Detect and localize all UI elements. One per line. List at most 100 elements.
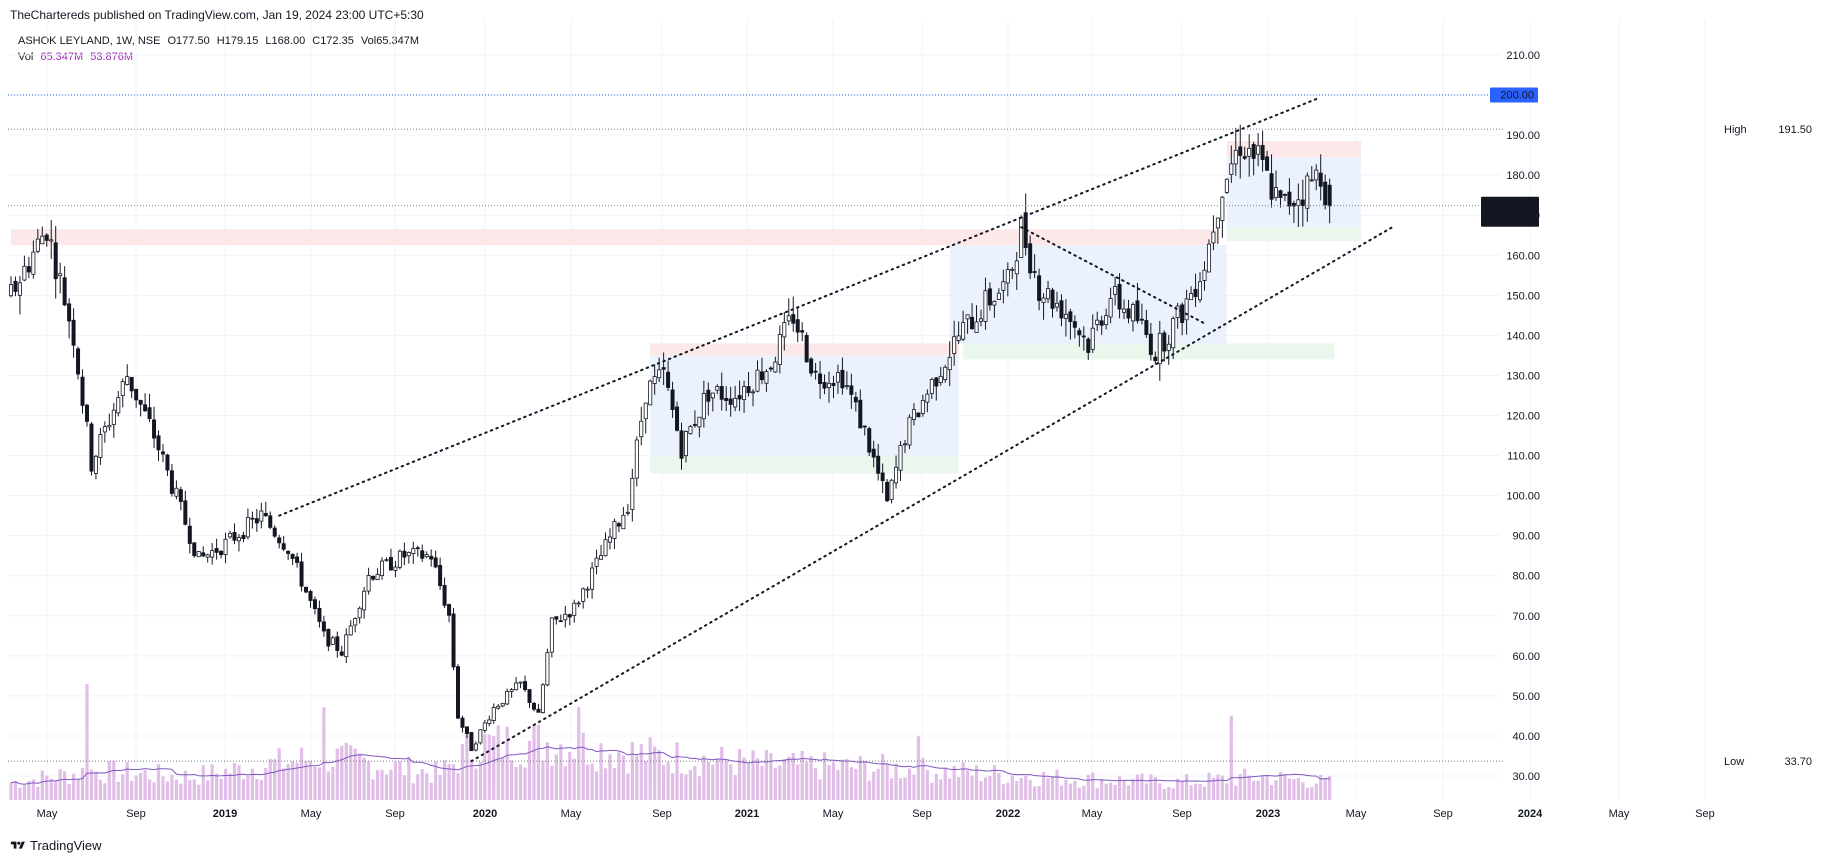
candle	[286, 550, 291, 560]
candle	[603, 532, 608, 557]
volume-bar	[1104, 783, 1108, 800]
candle-body	[965, 314, 970, 320]
candle	[786, 298, 791, 326]
volume-bar	[1234, 785, 1238, 800]
candle-body	[138, 399, 143, 405]
candle-body	[670, 389, 675, 410]
candle	[1126, 299, 1131, 324]
candle	[107, 413, 112, 431]
volume-bar	[684, 774, 688, 800]
candle-body	[563, 613, 568, 621]
candle	[992, 300, 997, 318]
price-tick-label: 210.00	[1506, 50, 1540, 62]
candle	[1224, 178, 1229, 194]
volume-bar	[317, 767, 322, 800]
candle-body	[1144, 320, 1149, 335]
volume-bar	[863, 761, 867, 800]
candle-body	[531, 702, 536, 710]
symbol-legend: ASHOK LEYLAND, 1W, NSE O177.50 H179.15 L…	[18, 35, 423, 47]
candle	[1189, 286, 1194, 301]
candle	[1300, 179, 1305, 227]
candle	[545, 648, 550, 687]
candle-body	[858, 399, 863, 429]
candle-body	[1278, 190, 1283, 198]
candle	[540, 683, 545, 714]
volume-bar	[237, 765, 241, 800]
candle	[1104, 308, 1109, 330]
candle-body	[357, 607, 362, 619]
candle	[599, 544, 604, 560]
candle-body	[1028, 243, 1033, 274]
volume-bar	[572, 758, 576, 800]
candle	[952, 320, 957, 366]
candle-body	[648, 380, 653, 406]
tradingview-brand[interactable]: TradingView	[10, 838, 102, 853]
volume-bar	[1287, 778, 1292, 800]
volume-bar	[174, 779, 178, 800]
candle	[558, 614, 563, 623]
candle	[1314, 164, 1319, 191]
candle	[223, 532, 228, 564]
time-tick-label: Sep	[652, 808, 672, 820]
price-tick-label: 140.00	[1506, 330, 1540, 342]
volume-bar	[451, 764, 456, 800]
candle	[688, 425, 693, 435]
candle-body	[344, 634, 349, 658]
candle-body	[621, 514, 626, 530]
time-tick-label: Sep	[385, 808, 405, 820]
candle-body	[1130, 304, 1135, 322]
volume-bar	[496, 725, 500, 800]
candle	[67, 298, 72, 339]
candle-body	[652, 376, 657, 384]
candle-body	[1099, 320, 1104, 326]
candle-body	[330, 637, 335, 645]
symbol-name[interactable]: ASHOK LEYLAND, 1W, NSE	[18, 35, 161, 47]
candle	[49, 220, 54, 259]
candle	[380, 557, 385, 580]
volume-bar	[889, 778, 894, 800]
candle-body	[210, 550, 215, 558]
volume-bar	[375, 770, 380, 800]
candle	[934, 376, 939, 401]
candle	[590, 562, 595, 599]
candle-body	[978, 318, 983, 322]
candle-body	[411, 548, 416, 554]
volume-bar	[948, 778, 952, 800]
candle-body	[299, 561, 304, 587]
candle	[1318, 154, 1323, 201]
volume-bars	[9, 684, 1332, 800]
volume-bar	[1265, 775, 1269, 800]
candle	[1010, 267, 1015, 280]
low-badge-label: Low	[1724, 756, 1744, 768]
candle	[232, 523, 237, 545]
candle-body	[835, 372, 840, 383]
candle-body	[1305, 175, 1310, 209]
volume-bar	[577, 707, 581, 800]
volume-bar	[603, 768, 608, 800]
volume-bar	[71, 773, 76, 800]
candle	[809, 357, 814, 377]
candle	[1072, 315, 1077, 339]
candle-body	[1122, 308, 1127, 313]
candle-body	[286, 550, 291, 554]
volume-bar	[711, 764, 715, 800]
volume-bar	[103, 783, 107, 800]
candle-body	[335, 636, 340, 651]
candle-body	[1287, 191, 1292, 207]
volume-bar	[961, 762, 965, 800]
volume-bar	[1171, 788, 1175, 800]
candle	[563, 605, 568, 628]
candle-body	[102, 426, 107, 433]
volume-bar	[143, 770, 147, 800]
candle	[1148, 322, 1153, 361]
volume-bar	[147, 779, 152, 800]
volume-indicator-label[interactable]: Vol	[18, 51, 34, 63]
time-tick-label: Sep	[1172, 808, 1192, 820]
candle	[183, 490, 188, 526]
resistance-zone	[1226, 141, 1361, 158]
volume-bar	[282, 768, 286, 800]
volume-bar	[518, 764, 523, 800]
candle	[701, 380, 706, 428]
volume-bar	[590, 763, 594, 800]
